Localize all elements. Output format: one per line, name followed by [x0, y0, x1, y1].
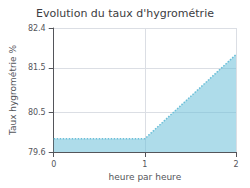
svg-text:1: 1: [142, 160, 147, 169]
svg-text:2: 2: [233, 160, 238, 169]
svg-text:81.5: 81.5: [28, 63, 46, 72]
svg-text:79.6: 79.6: [28, 148, 46, 157]
svg-text:80.5: 80.5: [28, 108, 46, 117]
svg-text:82.4: 82.4: [28, 24, 46, 33]
svg-text:Evolution du taux d'hygrométri: Evolution du taux d'hygrométrie: [36, 7, 214, 20]
svg-text:0: 0: [51, 160, 56, 169]
svg-text:heure par heure: heure par heure: [109, 172, 182, 182]
svg-text:Taux hygrométrie %: Taux hygrométrie %: [8, 44, 18, 136]
